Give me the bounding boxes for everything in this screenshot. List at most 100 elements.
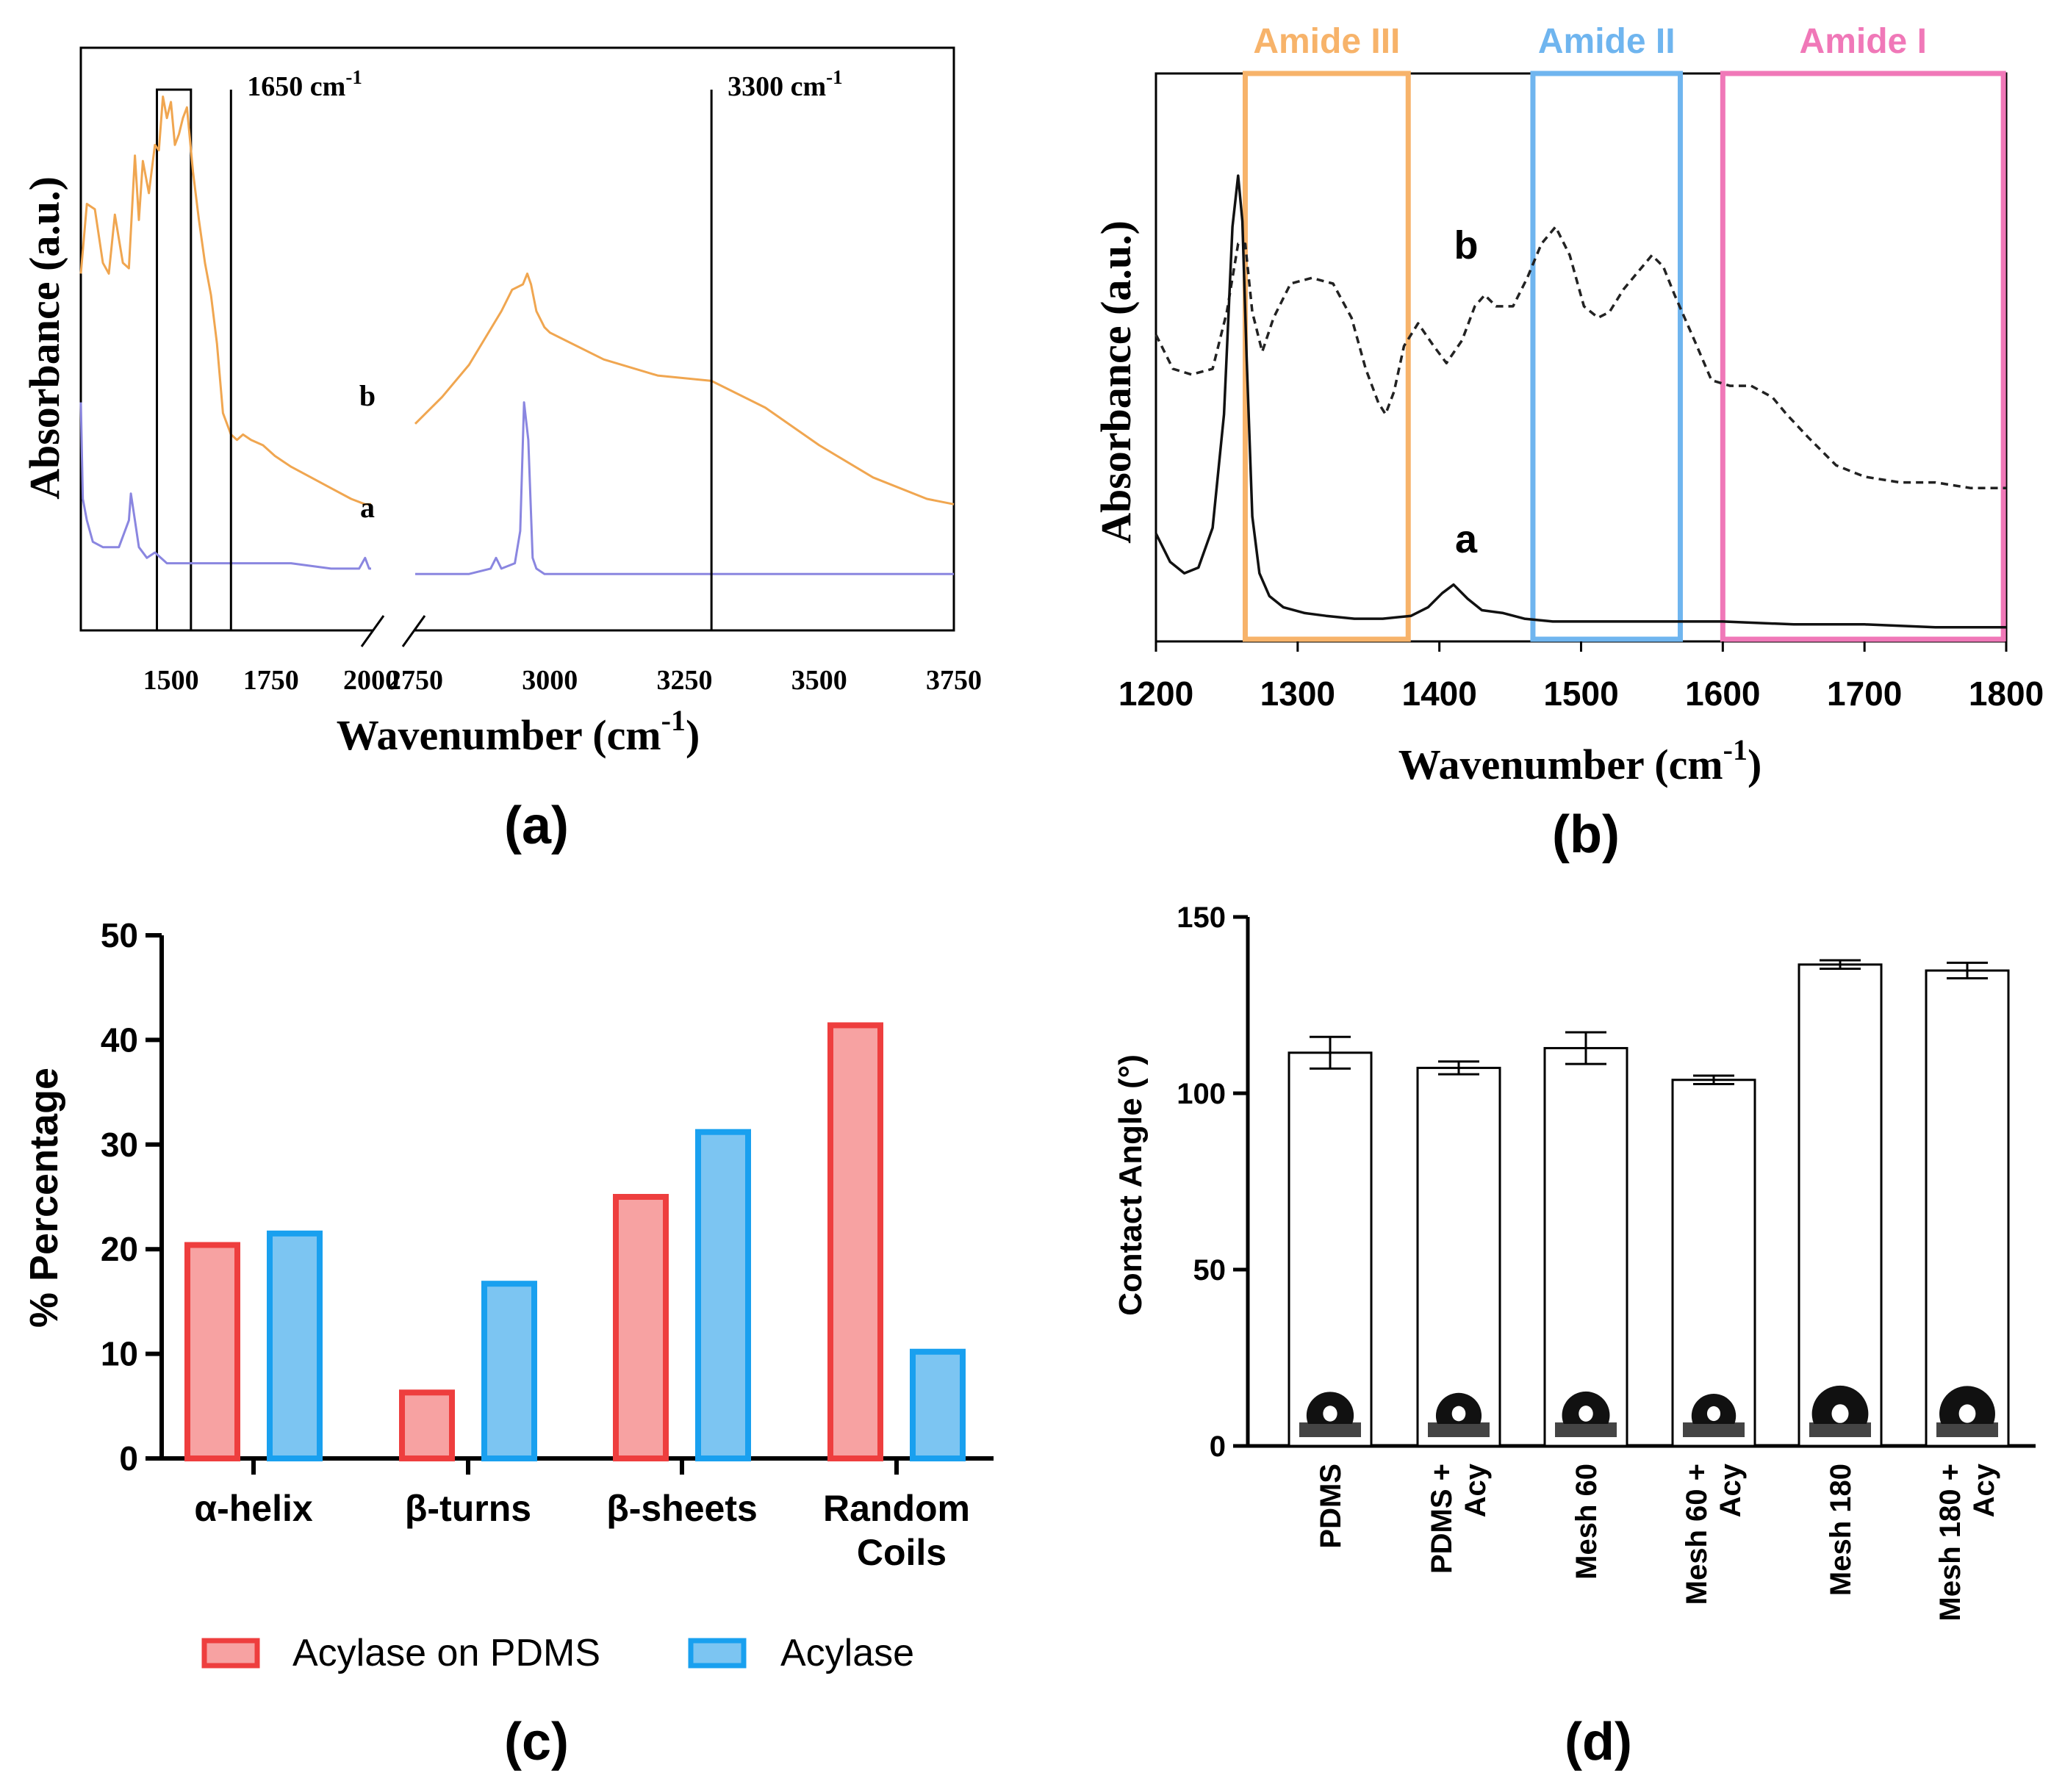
x-tick-label: Mesh 180 (1825, 1464, 1857, 1596)
panel-b-amide-chart: Amide III Amide II Amide I b a 1200 1300 1400 15… (1092, 22, 2044, 788)
x-tick-label: 3000 (522, 665, 578, 696)
bar-contact-angle (1925, 969, 2010, 1447)
bar-contact-angle (1416, 1066, 1501, 1447)
y-tick-label: 50 (1193, 1254, 1227, 1287)
x-tick-label: 1700 (1827, 674, 1902, 713)
droplet-substrate (1936, 1422, 1998, 1437)
series-label-b: b (359, 379, 376, 412)
legend-label-1: Acylase (780, 1632, 914, 1674)
droplet-highlight (1706, 1406, 1721, 1422)
bar-acylase (267, 1230, 323, 1461)
region-label-0: Amide III (1253, 22, 1400, 61)
x-tick-label-line2: Acy (1459, 1463, 1492, 1517)
region-box-1 (1530, 71, 1683, 642)
x-tick-label: 1200 (1118, 674, 1193, 713)
y-tick-label: 0 (119, 1439, 138, 1478)
region-label-2: Amide I (1800, 22, 1927, 61)
x-tick-label: Mesh 180 + (1934, 1464, 1967, 1622)
x-axis-label-sup: -1 (1723, 733, 1748, 766)
droplet-highlight (1451, 1406, 1466, 1422)
y-axis-label: Absorbance (a.u.) (1092, 220, 1140, 544)
y-axis-label: Absorbance (a.u.) (21, 176, 68, 500)
x-tick-label: 1500 (143, 665, 199, 696)
bar-acylase-on-pdms (184, 1242, 240, 1462)
caption-a: (a) (504, 796, 569, 855)
x-tick-label: 1600 (1685, 674, 1760, 713)
series-label-a: a (1455, 517, 1478, 561)
droplet-highlight (1831, 1404, 1849, 1423)
axis-break-gap (373, 626, 414, 635)
bar-contact-angle (1543, 1047, 1628, 1447)
series-a-line-left (79, 402, 371, 570)
bar-contact-angle (1798, 963, 1883, 1447)
x-tick-label-line2: Acy (1968, 1463, 2000, 1517)
y-tick-label: 40 (101, 1021, 138, 1059)
series-b-line-left (79, 96, 371, 505)
x-tick-label: 3250 (657, 665, 713, 696)
bar-acylase-on-pdms (827, 1022, 883, 1461)
droplet-substrate (1683, 1422, 1745, 1437)
series-label-b: b (1454, 223, 1479, 267)
y-tick-label: 20 (101, 1230, 138, 1268)
droplet-highlight (1958, 1404, 1976, 1423)
legend-swatch-0 (201, 1638, 260, 1669)
x-tick-label: 3500 (791, 665, 847, 696)
caption-d: (d) (1565, 1713, 1632, 1771)
droplet-highlight (1323, 1406, 1337, 1422)
x-tick-label: 1500 (1543, 674, 1618, 713)
series-a-line-right (415, 401, 954, 575)
marker-label-3300: 3300 cm-1 (728, 66, 843, 102)
bar-acylase (695, 1129, 751, 1462)
region-label-1: Amide II (1538, 22, 1676, 61)
x-tick-label: 1800 (1969, 674, 2044, 713)
bar-acylase (481, 1281, 537, 1462)
droplet-substrate (1555, 1422, 1617, 1437)
droplet-substrate (1428, 1422, 1490, 1437)
series-label-a: a (360, 491, 375, 524)
x-tick-label: Mesh 60 + (1681, 1464, 1713, 1605)
y-tick-label: 100 (1177, 1078, 1226, 1110)
y-axis-label: Contact Angle (°) (1113, 1054, 1149, 1316)
bar-acylase (910, 1348, 966, 1461)
bar-contact-angle (1671, 1079, 1756, 1447)
y-axis-label: % Percentage (22, 1068, 66, 1328)
region-box-0 (1242, 71, 1411, 642)
x-tick-label: 1400 (1401, 674, 1476, 713)
x-tick-label: α-helix (194, 1488, 313, 1529)
series-b-line-right (414, 272, 955, 505)
axis-break-slash-right (401, 615, 426, 647)
x-tick-label-line2: Acy (1714, 1463, 1747, 1517)
caption-b: (b) (1552, 805, 1620, 864)
x-tick-label: 2000 (343, 665, 399, 696)
x-tick-label-line2: Coils (857, 1532, 947, 1573)
x-tick-label: 3750 (926, 665, 982, 696)
marker-label-sup: -1 (345, 66, 362, 88)
marker-label-sup: -1 (826, 66, 843, 88)
x-tick-label: 1750 (243, 665, 299, 696)
bar-acylase-on-pdms (613, 1194, 669, 1461)
y-tick-label: 150 (1177, 902, 1226, 934)
y-tick-label: 0 (1210, 1431, 1226, 1463)
y-tick-label: 10 (101, 1335, 138, 1373)
droplet-substrate (1299, 1422, 1361, 1437)
x-tick-label: Mesh 60 (1570, 1464, 1603, 1580)
amide-highlight-box (156, 88, 193, 632)
legend-swatch-1 (688, 1638, 747, 1669)
legend-label-0: Acylase on PDMS (292, 1632, 600, 1674)
caption-c: (c) (504, 1713, 569, 1771)
x-tick-label: PDMS + (1426, 1464, 1458, 1574)
series-b-line (1154, 225, 2006, 490)
x-axis-label-sup: -1 (661, 704, 686, 737)
x-tick-label: PDMS (1315, 1464, 1347, 1549)
plot-frame (79, 46, 955, 632)
y-tick-label: 30 (101, 1126, 138, 1164)
droplet-substrate (1809, 1422, 1871, 1437)
x-axis-label-close: ) (686, 711, 700, 759)
plot-frame (1154, 72, 2008, 643)
x-axis-label-close: ) (1748, 741, 1761, 788)
x-tick-label: β-turns (405, 1488, 531, 1529)
x-axis-label: Wavenumber (cm-1) (1398, 733, 1762, 788)
